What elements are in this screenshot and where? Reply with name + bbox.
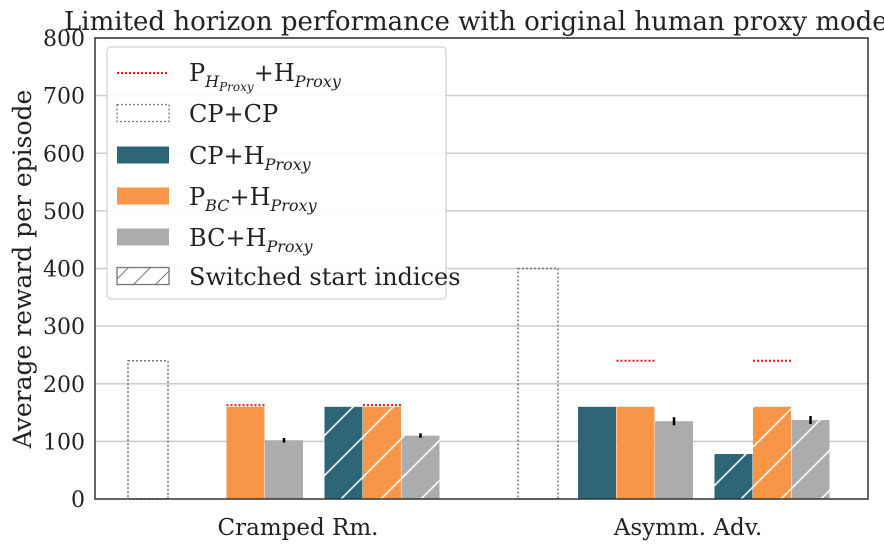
- bar-hatch: [714, 454, 753, 499]
- bar-teal: [578, 406, 616, 499]
- y-tick-label: 100: [43, 430, 85, 455]
- bar-gray: [265, 440, 303, 499]
- bar-hatch: [324, 406, 363, 499]
- x-tick-label: Asymm. Adv.: [613, 515, 763, 541]
- legend-swatch: [116, 103, 170, 123]
- plot-frame: [94, 37, 869, 500]
- legend-label: BC+HProxy: [189, 224, 314, 256]
- legend-label: PHProxy+HProxy: [189, 59, 342, 94]
- chart-title: Limited horizon performance with origina…: [64, 7, 884, 37]
- axes: [94, 37, 869, 500]
- bar-gray: [655, 421, 693, 499]
- bar-hatch: [791, 420, 830, 499]
- legend-swatch: [117, 146, 169, 164]
- y-axis-label: Average reward per episode: [8, 90, 37, 450]
- y-tick-label: 300: [43, 315, 85, 340]
- legend-label: CP+HProxy: [189, 142, 312, 174]
- bar-hatch: [401, 435, 440, 499]
- x-tick-labels: Cramped Rm. Asymm. Adv.: [218, 515, 763, 541]
- legend-label: PBC+HProxy: [189, 183, 318, 215]
- bar-orange: [616, 406, 655, 499]
- y-tick-label: 400: [43, 258, 85, 283]
- bar-hatch: [753, 406, 791, 499]
- legend: PHProxy+HProxy CP+CP CP+HProxy PBC+HProxy BC…: [106, 46, 461, 300]
- y-tick-label: 0: [71, 488, 85, 513]
- y-tick-label: 500: [43, 200, 85, 225]
- bar-cp-cp: [517, 267, 559, 500]
- bar-hatch: [363, 406, 401, 499]
- legend-label: Switched start indices: [189, 263, 461, 291]
- bar-orange: [226, 406, 265, 499]
- legend-swatch: [117, 187, 169, 205]
- y-tick-label: 600: [43, 142, 85, 167]
- bars: [127, 267, 830, 500]
- legend-swatch: [117, 228, 169, 246]
- legend-box: [106, 46, 447, 300]
- y-tick-label: 700: [43, 85, 85, 110]
- y-tick-label: 200: [43, 373, 85, 398]
- legend-swatch: [116, 266, 170, 286]
- y-tick-label: 800: [43, 27, 85, 52]
- y-tick-labels: 0 100 200 300 400 500 600 700 800: [43, 27, 85, 513]
- bar-cp-cp: [127, 359, 169, 500]
- x-tick-label: Cramped Rm.: [218, 515, 379, 541]
- legend-label: CP+CP: [189, 100, 278, 128]
